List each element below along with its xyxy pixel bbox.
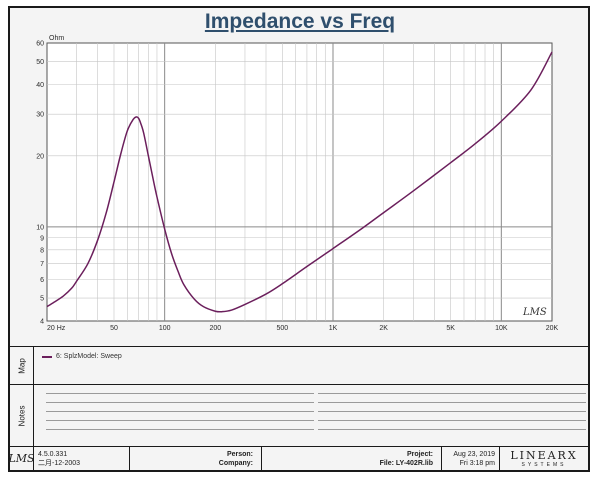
map-entry[interactable]: 6: SplzModel: Sweep [42, 353, 122, 360]
lms-logo: LMS [8, 447, 35, 470]
version-info: 4.5.0.331 二月-12-2003 [34, 447, 130, 470]
notes-column-left [46, 393, 314, 441]
person-label: Person: [226, 451, 253, 458]
map-label: Map [17, 357, 26, 374]
y-tick-label: 5 [40, 296, 44, 303]
map-entry-label: 6: SplzModel: Sweep [56, 353, 122, 360]
y-tick-label: 7 [40, 261, 44, 268]
x-tick-label: 20 Hz [47, 325, 66, 332]
note-line [46, 429, 314, 430]
notes-column-right [318, 393, 586, 441]
footer-bar: LMS 4.5.0.331 二月-12-2003 Person: Company… [8, 446, 588, 470]
impedance-series-line [46, 51, 553, 313]
person-company: Person: Company: [130, 447, 262, 470]
y-tick-label: 9 [40, 235, 44, 242]
chart-title: Impedance vs Freq [204, 10, 396, 33]
brand-sub: SYSTEMS [521, 462, 567, 468]
y-axis: 4 5 6 7 8 9 10 20 30 40 50 60 [36, 41, 44, 326]
notes-panel: Notes [10, 384, 588, 446]
company-label: Company: [218, 460, 253, 467]
version-number: 4.5.0.331 [38, 451, 68, 458]
y-tick-label: 4 [40, 319, 44, 326]
x-tick-label: 50 [110, 325, 118, 332]
x-tick-label: 1K [329, 325, 338, 332]
map-panel: Map 6: SplzModel: Sweep [10, 346, 588, 384]
note-line [46, 402, 314, 403]
y-tick-label: 8 [40, 247, 44, 254]
y-tick-label: 10 [36, 224, 44, 231]
project-info: Project: File: LY-402R.lib [262, 447, 442, 470]
notes-label: Notes [17, 405, 26, 426]
note-line [318, 402, 586, 403]
note-line [318, 420, 586, 421]
timestamp: Aug 23, 2019 Fri 3:18 pm [442, 447, 500, 470]
x-tick-label: 500 [276, 325, 288, 332]
y-axis-label: Ohm [49, 35, 64, 42]
note-line [318, 393, 586, 394]
linearx-logo: LINEARX SYSTEMS [500, 447, 588, 470]
x-axis: 20 Hz 50 100 200 500 1K 2K 5K 10K 20K [47, 325, 559, 332]
series-group [46, 51, 553, 313]
notes-side-label: Notes [10, 385, 34, 446]
y-tick-label: 20 [36, 153, 44, 160]
brand-name: LINEARX [510, 449, 578, 462]
x-tick-label: 20K [546, 325, 559, 332]
version-date: 二月-12-2003 [38, 460, 81, 467]
x-tick-label: 5K [446, 325, 455, 332]
x-tick-label: 100 [159, 325, 171, 332]
note-line [318, 429, 586, 430]
map-side-label: Map [10, 347, 34, 384]
time-text: Fri 3:18 pm [459, 460, 495, 467]
y-tick-label: 50 [36, 59, 44, 66]
y-tick-label: 30 [36, 112, 44, 119]
note-line [46, 393, 314, 394]
y-tick-label: 40 [36, 82, 44, 89]
x-tick-label: 10K [495, 325, 508, 332]
date-text: Aug 23, 2019 [453, 451, 495, 458]
grid [47, 43, 552, 321]
y-tick-label: 60 [36, 41, 44, 48]
note-line [46, 411, 314, 412]
lms-watermark: LMS [522, 307, 547, 318]
notes-area[interactable] [46, 393, 586, 441]
file-label: File: LY-402R.lib [379, 460, 433, 467]
plot-area [46, 42, 553, 322]
x-tick-label: 200 [209, 325, 221, 332]
note-line [46, 420, 314, 421]
note-line [318, 411, 586, 412]
y-tick-label: 6 [40, 277, 44, 284]
project-label: Project: [406, 451, 433, 458]
x-tick-label: 2K [379, 325, 388, 332]
series-swatch [42, 355, 52, 358]
